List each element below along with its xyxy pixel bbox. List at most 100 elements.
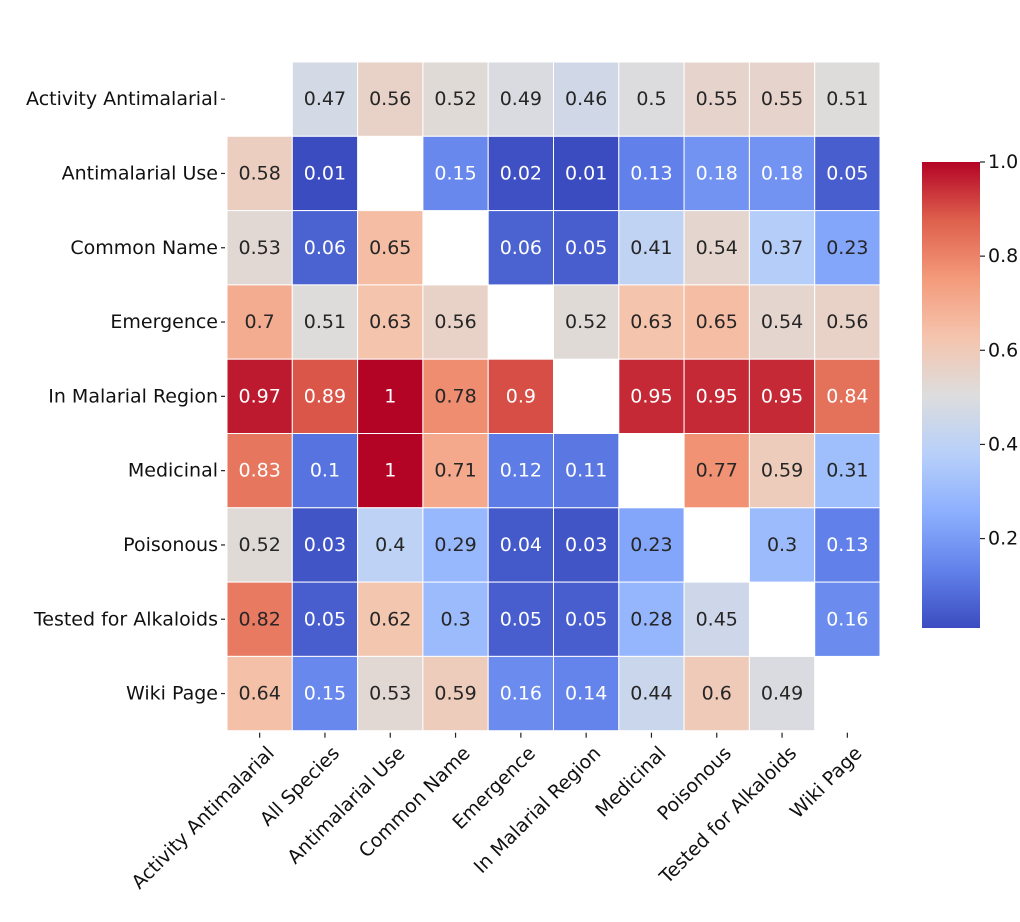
heatmap-cell xyxy=(814,433,881,509)
heatmap-cell xyxy=(553,433,620,509)
heatmap-cell xyxy=(487,210,555,286)
heatmap-cell xyxy=(748,61,816,137)
x-tick-label: Activity Antimalarial xyxy=(128,742,279,893)
cell-value-label: 0.05 xyxy=(826,162,868,184)
x-tick-label: Antimalarial Use xyxy=(283,742,409,868)
heatmap-cell xyxy=(226,507,293,583)
y-tick-label: Emergence xyxy=(110,311,218,333)
cell-value-label: 0.65 xyxy=(696,311,738,333)
heatmap-cell xyxy=(226,210,293,286)
heatmap-cell xyxy=(291,61,359,137)
cell-value-label: 0.82 xyxy=(238,608,280,630)
heatmap-cell xyxy=(291,433,359,509)
colorbar-tick-label: 0.2 xyxy=(988,528,1018,550)
heatmap-cell xyxy=(748,507,816,583)
cell-value-label: 1 xyxy=(384,460,396,482)
y-axis-labels: Activity Antimalarial Antimalarial Use Com… xyxy=(26,88,225,705)
cell-value-label: 0.97 xyxy=(238,385,280,407)
heatmap-cell xyxy=(553,210,620,286)
cell-value-label: 0.15 xyxy=(304,683,346,705)
heatmap-cell xyxy=(226,135,293,212)
heatmap-cell xyxy=(291,284,359,360)
cell-value-label: 0.4 xyxy=(375,534,405,556)
cell-value-label: 0.23 xyxy=(630,534,672,556)
cell-value-label: 0.03 xyxy=(304,534,346,556)
cell-value-label: 0.5 xyxy=(636,88,666,110)
cell-value-label: 0.44 xyxy=(630,683,672,705)
colorbar-tick-label: 0.8 xyxy=(988,245,1018,267)
heatmap-cell xyxy=(683,358,750,435)
cell-value-label: 0.53 xyxy=(238,237,280,259)
heatmap-cell xyxy=(814,210,881,286)
cell-value-label: 0.18 xyxy=(761,162,803,184)
cell-value-label: 0.41 xyxy=(630,237,672,259)
heatmap-cell xyxy=(357,210,424,286)
heatmap-cell xyxy=(422,61,489,137)
cell-value-label: 0.05 xyxy=(304,608,346,630)
heatmap-cell xyxy=(226,433,293,509)
cell-value-label: 0.62 xyxy=(369,608,411,630)
cell-value-label: 0.45 xyxy=(696,608,738,630)
heatmap-cell xyxy=(422,358,489,435)
heatmap-cell xyxy=(357,61,424,137)
x-tick-label: In Malarial Region xyxy=(470,742,606,878)
cell-value-label: 0.64 xyxy=(238,683,280,705)
cell-value-label: 0.47 xyxy=(304,88,346,110)
heatmap-cell xyxy=(618,655,685,732)
heatmap-cell xyxy=(422,135,489,212)
x-tick-label: Common Name xyxy=(355,742,475,862)
cell-value-label: 0.83 xyxy=(238,460,280,482)
cell-value-label: 0.28 xyxy=(630,608,672,630)
cell-value-label: 0.46 xyxy=(565,88,607,110)
heatmap-cells: 0.47 0.56 0.52 0.49 0.46 0.5 0.55 0.55 0.51 0.58 0… xyxy=(226,61,881,732)
cell-value-label: 0.3 xyxy=(440,608,470,630)
y-tick-label: Wiki Page xyxy=(126,683,218,705)
cell-value-label: 1 xyxy=(384,385,396,407)
cell-value-label: 0.54 xyxy=(761,311,803,333)
cell-value-label: 0.52 xyxy=(238,534,280,556)
cell-value-label: 0.05 xyxy=(565,237,607,259)
heatmap-cell xyxy=(748,135,816,212)
cell-value-label: 0.59 xyxy=(761,460,803,482)
cell-value-label: 0.01 xyxy=(304,162,346,184)
cell-value-label: 0.03 xyxy=(565,534,607,556)
cell-value-label: 0.02 xyxy=(500,162,542,184)
cell-value-label: 0.16 xyxy=(826,608,868,630)
y-tick-label: Common Name xyxy=(70,237,218,259)
heatmap-cell xyxy=(814,581,881,657)
heatmap-cell xyxy=(357,433,424,509)
cell-value-label: 0.56 xyxy=(434,311,476,333)
cell-value-label: 0.6 xyxy=(702,683,732,705)
heatmap-cell xyxy=(618,581,685,657)
colorbar-gradient xyxy=(922,162,980,628)
heatmap-cell xyxy=(683,135,750,212)
heatmap-cell xyxy=(814,135,881,212)
cell-value-label: 0.06 xyxy=(500,237,542,259)
cell-value-label: 0.16 xyxy=(500,683,542,705)
colorbar-tick-label: 0.4 xyxy=(988,433,1018,455)
cell-value-label: 0.59 xyxy=(434,683,476,705)
heatmap-cell xyxy=(487,433,555,509)
cell-value-label: 0.31 xyxy=(826,460,868,482)
cell-value-label: 0.12 xyxy=(500,460,542,482)
heatmap-cell xyxy=(291,655,359,732)
x-tick-label: Wiki Page xyxy=(786,742,867,823)
cell-value-label: 0.84 xyxy=(826,385,868,407)
heatmap-cell xyxy=(291,507,359,583)
cell-value-label: 0.37 xyxy=(761,237,803,259)
cell-value-label: 0.78 xyxy=(434,385,476,407)
cell-value-label: 0.06 xyxy=(304,237,346,259)
cell-value-label: 0.1 xyxy=(310,460,340,482)
heatmap-cell xyxy=(748,433,816,509)
heatmap-cell xyxy=(748,284,816,360)
cell-value-label: 0.89 xyxy=(304,385,346,407)
cell-value-label: 0.04 xyxy=(500,534,542,556)
heatmap-cell xyxy=(357,581,424,657)
heatmap-cell xyxy=(618,61,685,137)
colorbar-tick-label: 0.6 xyxy=(988,339,1018,361)
heatmap-cell xyxy=(487,507,555,583)
cell-value-label: 0.51 xyxy=(826,88,868,110)
cell-value-label: 0.05 xyxy=(500,608,542,630)
cell-value-label: 0.95 xyxy=(696,385,738,407)
